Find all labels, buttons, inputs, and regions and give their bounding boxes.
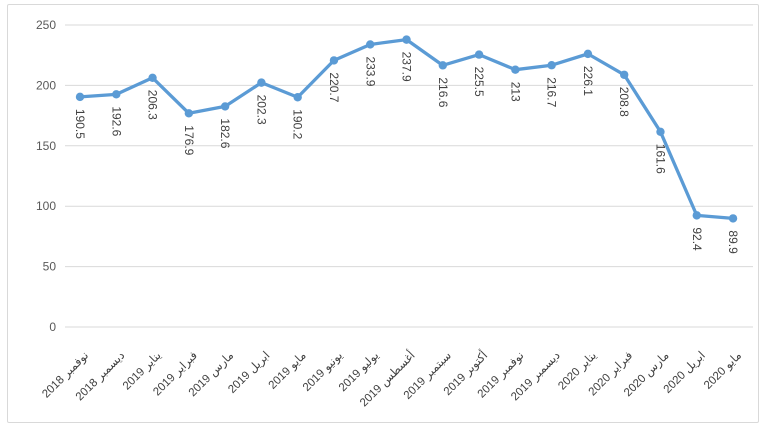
y-axis-tick-label: 150 <box>36 139 56 153</box>
data-point-label: 182.6 <box>218 118 232 148</box>
data-point-label: 92.4 <box>690 227 704 251</box>
y-axis-tick-label: 100 <box>36 199 56 213</box>
data-point-label: 190.2 <box>291 109 305 139</box>
data-point-marker <box>184 109 194 118</box>
data-point-marker <box>656 127 665 136</box>
line-chart: 0 50 100 150 200 250 190.5 192.6 206.3 176.9 182.… <box>36 18 753 410</box>
data-point-marker <box>112 90 121 99</box>
data-point-marker <box>148 73 157 82</box>
chart-frame: 0 50 100 150 200 250 190.5 192.6 206.3 176.9 182.… <box>7 4 759 423</box>
data-point-marker <box>438 61 447 70</box>
data-point-label: 192.6 <box>109 106 123 136</box>
data-point-marker <box>293 93 302 102</box>
data-point-label: 213 <box>508 82 522 102</box>
data-labels-group: 190.5 192.6 206.3 176.9 182.6 202.3 190.2 220.7… <box>73 52 740 254</box>
data-point-label: 176.9 <box>182 125 196 155</box>
data-point-label: 226.1 <box>581 66 595 96</box>
data-point-label: 89.9 <box>726 230 740 254</box>
data-point-marker <box>511 65 520 74</box>
data-point-marker <box>257 78 266 87</box>
data-point-label: 216.6 <box>436 77 450 107</box>
data-point-label: 237.9 <box>400 52 414 82</box>
y-axis-tick-label: 250 <box>36 18 56 32</box>
x-axis-category-label: مايو 2020 <box>701 349 744 392</box>
data-point-marker <box>474 50 484 59</box>
data-point-marker <box>329 56 339 65</box>
data-point-label: 225.5 <box>472 67 486 97</box>
data-point-marker <box>547 61 556 70</box>
y-axis-tick-label: 50 <box>43 260 57 274</box>
data-point-label: 202.3 <box>254 95 268 125</box>
data-point-marker <box>728 214 738 223</box>
data-point-label: 161.6 <box>653 144 667 174</box>
y-axis-tick-label: 200 <box>36 78 56 92</box>
y-axis-tick-labels-group: 0 50 100 150 200 250 <box>36 18 56 334</box>
data-point-marker <box>692 211 701 220</box>
y-axis-tick-label: 0 <box>49 320 56 334</box>
data-point-label: 206.3 <box>146 90 160 120</box>
gridlines-group <box>65 24 753 328</box>
data-point-marker <box>366 40 375 49</box>
data-point-label: 190.5 <box>73 109 87 139</box>
data-point-marker <box>75 92 85 102</box>
data-point-label: 208.8 <box>617 87 631 117</box>
data-point-marker <box>220 102 230 111</box>
data-point-marker <box>620 70 629 79</box>
data-point-label: 216.7 <box>545 77 559 107</box>
data-point-marker <box>402 35 411 44</box>
data-series-group <box>75 35 738 223</box>
data-point-label: 220.7 <box>327 72 341 102</box>
data-point-marker <box>583 49 593 59</box>
data-point-label: 233.9 <box>363 56 377 86</box>
